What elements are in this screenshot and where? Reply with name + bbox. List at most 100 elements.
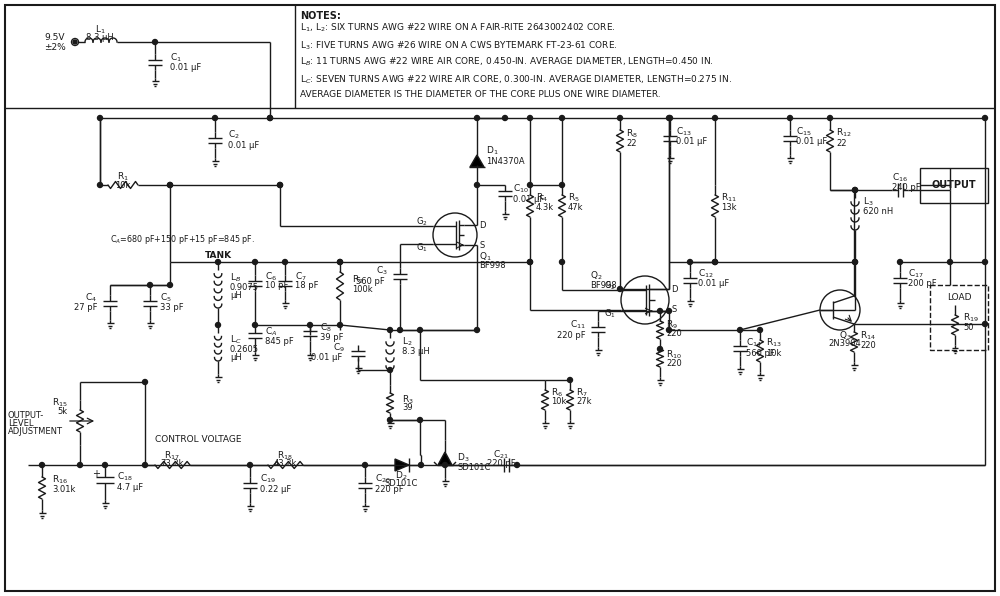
Circle shape <box>758 327 763 333</box>
Text: C$_7$: C$_7$ <box>295 271 307 283</box>
Text: 220: 220 <box>666 328 682 337</box>
Circle shape <box>658 309 662 313</box>
Bar <box>920 168 988 203</box>
Circle shape <box>658 346 662 352</box>
Text: R$_3$: R$_3$ <box>402 394 414 406</box>
Text: C$_8$: C$_8$ <box>320 322 332 334</box>
Circle shape <box>514 462 520 467</box>
Text: 39: 39 <box>402 403 413 412</box>
Circle shape <box>898 259 902 265</box>
Circle shape <box>560 182 564 188</box>
Text: R$_1$: R$_1$ <box>117 170 129 183</box>
Text: L$_1$: L$_1$ <box>95 24 105 36</box>
Circle shape <box>362 462 368 467</box>
Text: R$_9$: R$_9$ <box>666 319 678 331</box>
Text: LEVEL: LEVEL <box>8 418 34 427</box>
Text: 560 pF: 560 pF <box>746 349 775 358</box>
Text: C$_{13}$: C$_{13}$ <box>676 126 692 138</box>
Circle shape <box>283 259 288 265</box>
Text: 1N4370A: 1N4370A <box>486 157 525 166</box>
Circle shape <box>475 116 480 120</box>
Text: R$_{17}$: R$_{17}$ <box>164 450 180 462</box>
Circle shape <box>143 462 148 467</box>
Text: 0.01 μF: 0.01 μF <box>698 280 729 288</box>
Circle shape <box>852 259 858 265</box>
Text: 50: 50 <box>963 324 974 333</box>
Text: L$_B$: 11 TURNS AWG #22 WIRE AIR CORE, 0.450-IN. AVERAGE DIAMETER, LENGTH=0.450 : L$_B$: 11 TURNS AWG #22 WIRE AIR CORE, 0… <box>300 56 714 69</box>
Text: R$_{14}$: R$_{14}$ <box>860 330 876 342</box>
Text: 0.01 μF: 0.01 μF <box>170 63 201 72</box>
Text: ADJUSTMENT: ADJUSTMENT <box>8 427 63 436</box>
Circle shape <box>216 322 220 327</box>
Text: 845 pF: 845 pF <box>265 337 294 346</box>
Text: 0.01 μF: 0.01 μF <box>228 141 259 150</box>
Circle shape <box>252 259 258 265</box>
Circle shape <box>388 368 392 372</box>
Circle shape <box>503 116 508 120</box>
Text: 47k: 47k <box>568 203 584 213</box>
Text: R$_{16}$: R$_{16}$ <box>52 474 68 486</box>
Text: C$_3$: C$_3$ <box>376 265 388 277</box>
Text: S: S <box>479 241 484 250</box>
Text: 0.01 μF: 0.01 μF <box>796 138 827 147</box>
Text: +: + <box>92 469 100 479</box>
Text: L$_3$: L$_3$ <box>863 195 874 208</box>
Circle shape <box>982 259 988 265</box>
Text: 0.2605: 0.2605 <box>230 344 259 353</box>
Circle shape <box>78 462 82 467</box>
Text: L$_1$, L$_2$: SIX TURNS AWG #22 WIRE ON A FAIR-RITE 2643002402 CORE.: L$_1$, L$_2$: SIX TURNS AWG #22 WIRE ON … <box>300 22 616 35</box>
Circle shape <box>712 259 718 265</box>
Circle shape <box>338 259 342 265</box>
Circle shape <box>442 462 448 467</box>
Text: CONTROL VOLTAGE: CONTROL VOLTAGE <box>155 436 242 445</box>
Circle shape <box>248 462 252 467</box>
Text: C$_{18}$: C$_{18}$ <box>117 471 133 483</box>
Text: Q$_3$: Q$_3$ <box>839 330 851 342</box>
Text: 5k: 5k <box>58 408 68 417</box>
Text: D: D <box>479 221 486 229</box>
Circle shape <box>852 188 858 193</box>
Text: 8.3 μH: 8.3 μH <box>402 347 430 356</box>
Text: C$_A$: C$_A$ <box>265 326 277 339</box>
Text: 73.2k: 73.2k <box>160 460 184 468</box>
Text: G$_2$: G$_2$ <box>604 280 616 292</box>
Text: R$_{12}$: R$_{12}$ <box>836 127 852 139</box>
Circle shape <box>98 182 103 188</box>
Circle shape <box>568 377 572 383</box>
Circle shape <box>152 39 158 45</box>
Circle shape <box>982 321 988 327</box>
Text: C$_{11}$: C$_{11}$ <box>570 319 586 331</box>
Text: L$_C$: SEVEN TURNS AWG #22 WIRE AIR CORE, 0.300-IN. AVERAGE DIAMETER, LENGTH=0.2: L$_C$: SEVEN TURNS AWG #22 WIRE AIR CORE… <box>300 73 732 85</box>
Text: L$_B$: L$_B$ <box>230 272 241 284</box>
Circle shape <box>475 327 480 333</box>
Circle shape <box>712 116 718 120</box>
Text: C$_{17}$: C$_{17}$ <box>908 268 924 280</box>
Text: 220 pF: 220 pF <box>557 331 586 340</box>
Text: R$_6$: R$_6$ <box>551 387 563 399</box>
Text: 10k: 10k <box>551 398 566 406</box>
Circle shape <box>668 116 672 120</box>
Circle shape <box>528 116 532 120</box>
Circle shape <box>252 322 258 327</box>
Circle shape <box>338 259 342 265</box>
Text: SD101C: SD101C <box>384 480 418 489</box>
Text: G$_1$: G$_1$ <box>604 308 616 320</box>
Circle shape <box>738 327 742 333</box>
Text: C$_{14}$: C$_{14}$ <box>746 337 762 349</box>
Circle shape <box>98 116 103 120</box>
Text: C$_{15}$: C$_{15}$ <box>796 126 812 138</box>
Text: 220 pF: 220 pF <box>375 485 404 493</box>
Circle shape <box>168 182 173 188</box>
Text: NOTES:: NOTES: <box>300 11 341 21</box>
Text: 18 pF: 18 pF <box>295 281 318 290</box>
Text: 0.01 μF: 0.01 μF <box>676 138 707 147</box>
Circle shape <box>388 418 392 423</box>
Text: μH: μH <box>230 290 242 300</box>
Circle shape <box>688 259 692 265</box>
Text: TANK: TANK <box>204 250 232 259</box>
Text: C$_4$: C$_4$ <box>85 292 97 304</box>
Text: S: S <box>671 306 676 315</box>
Text: R$_{13}$: R$_{13}$ <box>766 337 782 349</box>
Text: 10 pF: 10 pF <box>265 281 288 290</box>
Text: 240 pF: 240 pF <box>892 182 921 191</box>
